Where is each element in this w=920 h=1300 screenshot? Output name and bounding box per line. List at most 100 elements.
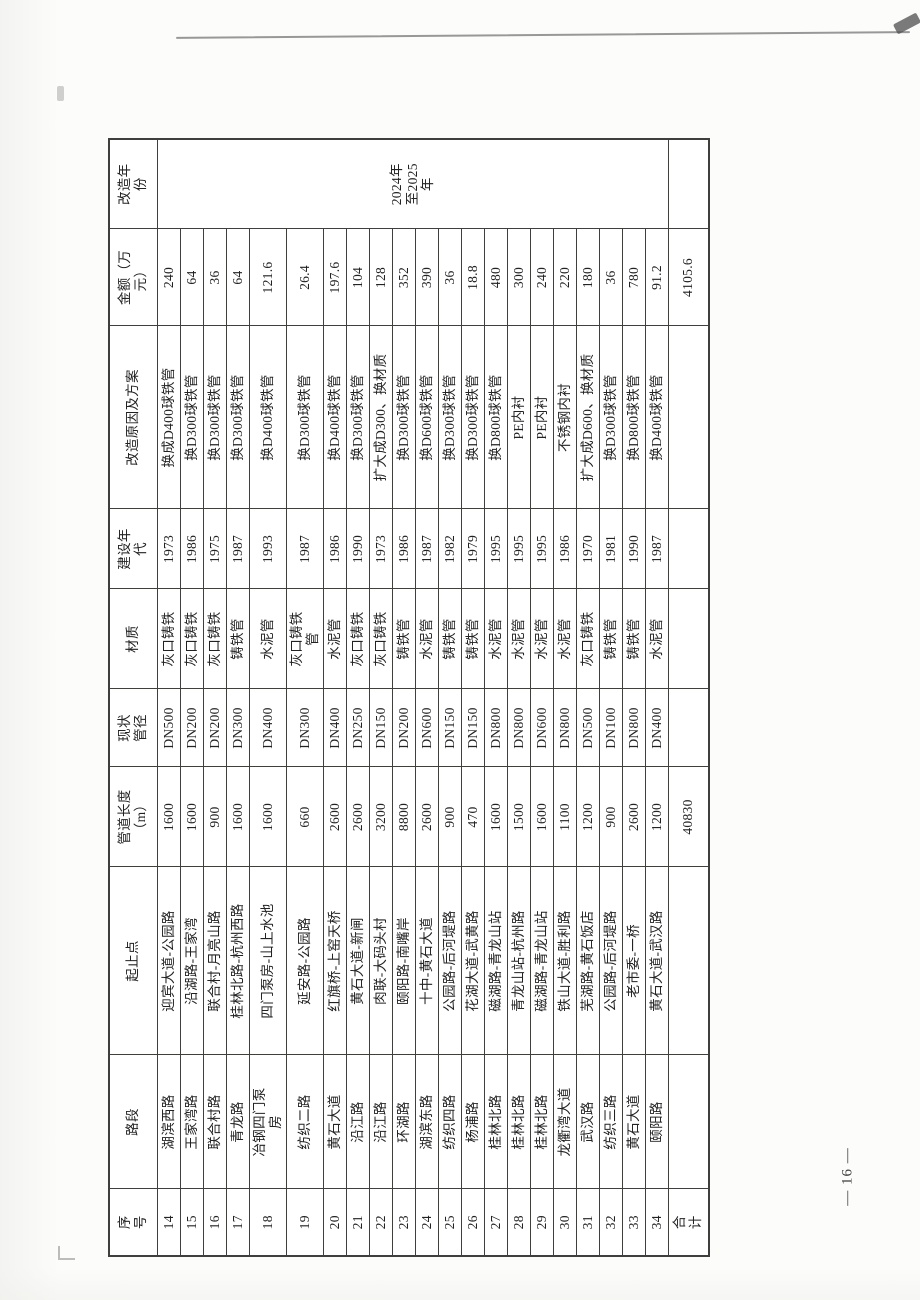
cell-road: 桂林北路 xyxy=(530,1055,553,1189)
cell-amount: 390 xyxy=(415,229,438,326)
cell-diameter: DN150 xyxy=(461,689,484,767)
total-cell-years xyxy=(668,139,709,229)
cell-material: 铸铁管 xyxy=(461,589,484,689)
cell-length: 900 xyxy=(438,767,461,867)
cell-amount: 121.6 xyxy=(249,229,286,326)
cell-year_built: 1987 xyxy=(415,509,438,589)
total-cell-section xyxy=(668,867,709,1055)
cell-material: 水泥管 xyxy=(507,589,530,689)
cell-amount: 240 xyxy=(530,229,553,326)
cell-amount: 64 xyxy=(226,229,249,326)
cell-diameter: DN800 xyxy=(507,689,530,767)
cell-material: 灰口铸铁 xyxy=(157,589,180,689)
cell-road: 冶钢四门泵 房 xyxy=(249,1055,286,1189)
scan-artifact-corner-mark xyxy=(892,12,920,35)
cell-diameter: DN500 xyxy=(576,689,599,767)
cell-plan: PE内衬 xyxy=(507,326,530,509)
cell-seq: 16 xyxy=(203,1189,226,1256)
cell-amount: 780 xyxy=(622,229,645,326)
cell-plan: 换D400球铁管 xyxy=(249,326,286,509)
cell-year_built: 1990 xyxy=(622,509,645,589)
table-row: 18 冶钢四门泵 房四门泵房-山上水池 1600 DN400 水泥管 1993 换D400球… xyxy=(249,139,286,1256)
cell-diameter: DN800 xyxy=(484,689,507,767)
cell-seq: 23 xyxy=(392,1189,415,1256)
cell-material: 灰口铸铁 xyxy=(203,589,226,689)
cell-material: 水泥管 xyxy=(323,589,346,689)
cell-material: 灰口铸铁 xyxy=(576,589,599,689)
cell-section: 黄石大道-新闸 xyxy=(346,867,369,1055)
cell-year_built: 1970 xyxy=(576,509,599,589)
cell-plan: 换D300球铁管 xyxy=(461,326,484,509)
cell-length: 1500 xyxy=(507,767,530,867)
cell-seq: 30 xyxy=(553,1189,576,1256)
cell-length: 1200 xyxy=(645,767,668,867)
cell-diameter: DN800 xyxy=(622,689,645,767)
total-cell-length: 40830 xyxy=(668,767,709,867)
cell-section: 磁湖路-青龙山站 xyxy=(530,867,553,1055)
cell-diameter: DN600 xyxy=(530,689,553,767)
column-header-years: 改造年 份 xyxy=(109,139,157,229)
cell-section: 青龙山站-杭州路 xyxy=(507,867,530,1055)
table-row: 33 黄石大道 老市委-一桥 2600 DN800 铸铁管 1990 换D800球铁管 780 xyxy=(622,139,645,1256)
cell-year_built: 1987 xyxy=(645,509,668,589)
cell-material: 水泥管 xyxy=(553,589,576,689)
cell-road: 杨浦路 xyxy=(461,1055,484,1189)
cell-material: 铸铁管 xyxy=(226,589,249,689)
cell-plan: 换D800球铁管 xyxy=(622,326,645,509)
cell-seq: 27 xyxy=(484,1189,507,1256)
cell-length: 2600 xyxy=(415,767,438,867)
cell-section: 公园路-后河堤路 xyxy=(438,867,461,1055)
cell-diameter: DN150 xyxy=(438,689,461,767)
cell-diameter: DN300 xyxy=(226,689,249,767)
cell-road: 纺织四路 xyxy=(438,1055,461,1189)
cell-diameter: DN400 xyxy=(645,689,668,767)
cell-diameter: DN800 xyxy=(553,689,576,767)
cell-plan: 不锈钢内衬 xyxy=(553,326,576,509)
cell-section: 四门泵房-山上水池 xyxy=(249,867,286,1055)
table-row: 21 沿江路 黄石大道-新闸 2600 DN250 灰口铸铁 1990 换D300球铁管 104 xyxy=(346,139,369,1256)
cell-length: 2600 xyxy=(622,767,645,867)
scan-artifact-top-line xyxy=(176,31,910,39)
cell-length: 1100 xyxy=(553,767,576,867)
cell-length: 2600 xyxy=(323,767,346,867)
cell-diameter: DN250 xyxy=(346,689,369,767)
cell-amount: 36 xyxy=(438,229,461,326)
cell-plan: 换D300球铁管 xyxy=(392,326,415,509)
cell-section: 十中-黄石大道 xyxy=(415,867,438,1055)
total-cell-material xyxy=(668,589,709,689)
cell-amount: 352 xyxy=(392,229,415,326)
cell-year_built: 1975 xyxy=(203,509,226,589)
cell-year_built: 1986 xyxy=(392,509,415,589)
cell-road: 桂林北路 xyxy=(484,1055,507,1189)
cell-amount: 91.2 xyxy=(645,229,668,326)
cell-section: 铁山大道-胜利路 xyxy=(553,867,576,1055)
cell-road: 沿江路 xyxy=(369,1055,392,1189)
cell-length: 1600 xyxy=(157,767,180,867)
cell-seq: 29 xyxy=(530,1189,553,1256)
cell-material: 灰口铸铁 xyxy=(180,589,203,689)
cell-section: 桂林北路-杭州西路 xyxy=(226,867,249,1055)
cell-section: 颐阳路-南嘴岸 xyxy=(392,867,415,1055)
cell-year_built: 1993 xyxy=(249,509,286,589)
cell-length: 1600 xyxy=(530,767,553,867)
cell-plan: PE内衬 xyxy=(530,326,553,509)
cell-material: 水泥管 xyxy=(484,589,507,689)
cell-road: 龙衢湾大道 xyxy=(553,1055,576,1189)
cell-length: 660 xyxy=(286,767,323,867)
cell-seq: 17 xyxy=(226,1189,249,1256)
cell-material: 灰口铸铁 xyxy=(369,589,392,689)
cell-amount: 180 xyxy=(576,229,599,326)
cell-road: 湖滨东路 xyxy=(415,1055,438,1189)
cell-diameter: DN200 xyxy=(203,689,226,767)
cell-plan: 换D300球铁管 xyxy=(180,326,203,509)
cell-year_built: 1986 xyxy=(180,509,203,589)
cell-years-merged: 2024年 至2025 年 xyxy=(157,139,668,229)
cell-amount: 197.6 xyxy=(323,229,346,326)
column-header-road: 路段 xyxy=(109,1055,157,1189)
cell-road: 武汉路 xyxy=(576,1055,599,1189)
cell-seq: 34 xyxy=(645,1189,668,1256)
header-row: 序 号路段 起止点 管道长度 （m） 现状 管径 材质 建设年 代改造原因及方案 金额（万 … xyxy=(109,139,157,1256)
cell-year_built: 1981 xyxy=(599,509,622,589)
cell-material: 水泥管 xyxy=(530,589,553,689)
page-number-container: — 16 — xyxy=(798,1128,898,1228)
